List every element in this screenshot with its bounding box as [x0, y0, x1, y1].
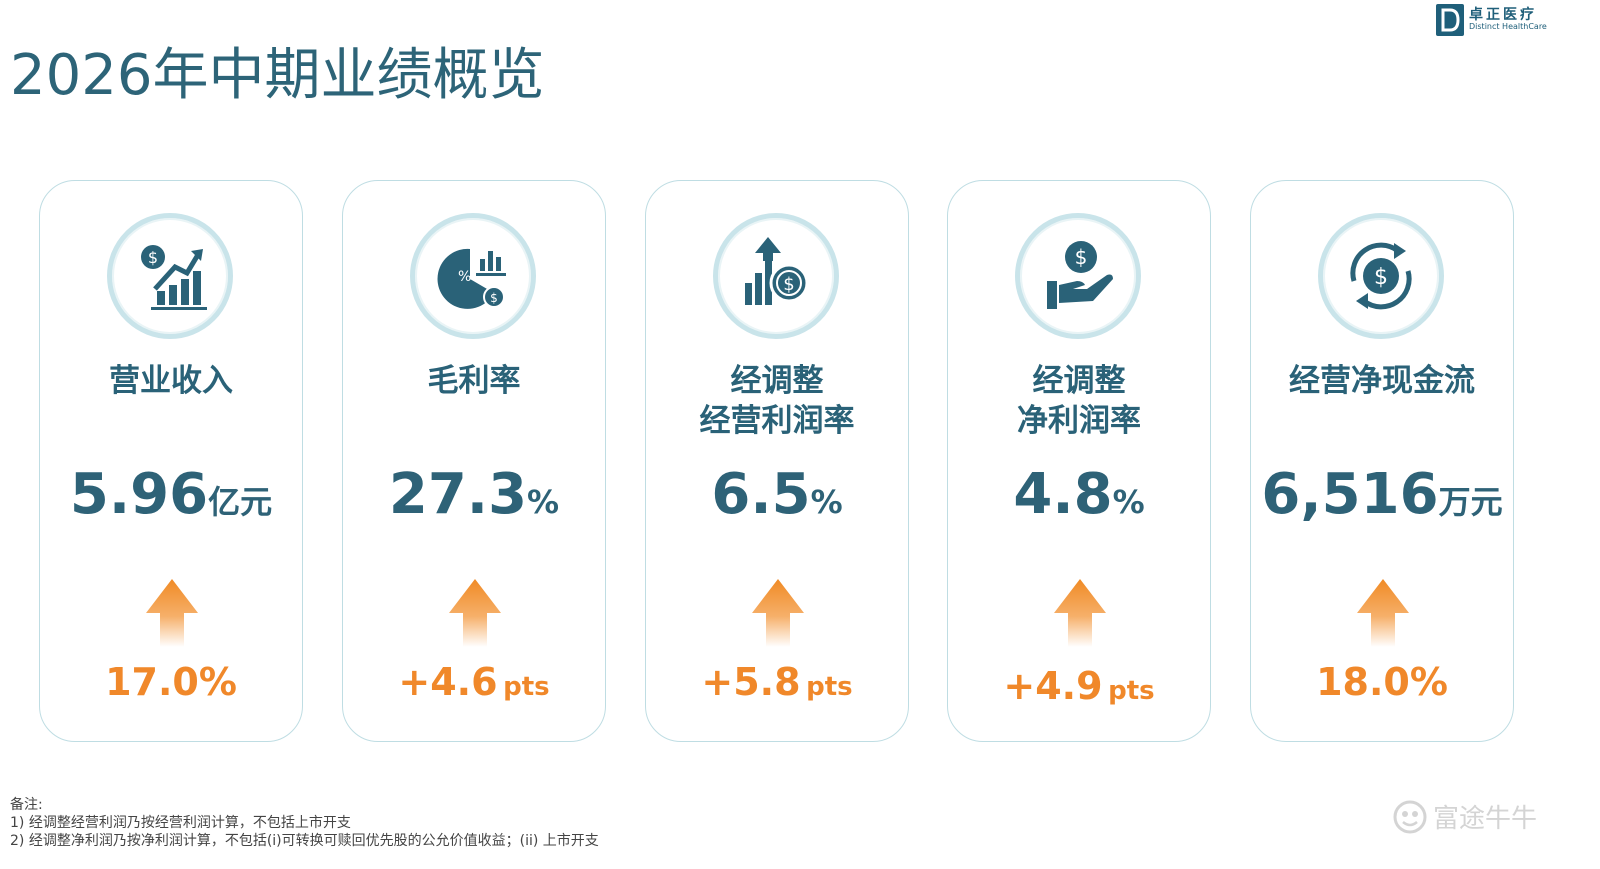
metric-value-number: 6,516 — [1261, 462, 1439, 527]
metric-label: 经调整 经营利润率 — [699, 363, 855, 439]
revenue-growth-icon: $ — [107, 213, 233, 339]
footnotes: 备注: 1) 经调整经营利润乃按经营利润计算，不包括上市开支 2) 经调整净利润… — [10, 796, 599, 850]
up-arrow-icon — [752, 579, 804, 647]
metric-change-number: +5.8 — [701, 660, 801, 704]
pie-chart-icon: % $ — [410, 213, 536, 339]
metric-change-number: 17.0% — [105, 660, 237, 704]
metric-value-adj-net-margin: 4.8% — [947, 462, 1211, 527]
footnote-line: 2) 经调整净利润乃按净利润计算，不包括(i)可转换可赎回优先股的公允价值收益；… — [10, 833, 599, 849]
watermark: 富途牛牛 — [1393, 798, 1537, 835]
metric-card-adj-net-margin: $ 经调整 净利润率 — [947, 180, 1211, 742]
svg-text:$: $ — [1374, 265, 1388, 290]
metric-label: 营业收入 — [109, 363, 233, 399]
profit-bars-icon: $ — [713, 213, 839, 339]
metric-value-unit: % — [1112, 483, 1145, 521]
metric-change-number: +4.9 — [1003, 664, 1103, 708]
metric-change-gross-margin: +4.6 pts — [342, 660, 606, 704]
page-title: 2026年中期业绩概览 — [10, 43, 545, 108]
metric-value-number: 6.5 — [711, 462, 811, 527]
metric-value-unit: % — [527, 483, 560, 521]
metric-change-adj-operating-margin: +5.8 pts — [645, 660, 909, 704]
up-arrow-icon — [146, 579, 198, 647]
footnotes-heading: 备注: — [10, 797, 43, 813]
metric-value-number: 5.96 — [69, 462, 209, 527]
metric-card-gross-margin: % $ 毛利率 — [342, 180, 606, 742]
svg-text:$: $ — [490, 291, 498, 305]
metric-card-revenue: $ 营业收入 — [39, 180, 303, 742]
metric-label: 经营净现金流 — [1289, 363, 1475, 399]
svg-text:$: $ — [1075, 245, 1088, 269]
up-arrow-icon — [449, 579, 501, 647]
metric-change-unit: pts — [806, 672, 853, 702]
metric-change-revenue: 17.0% — [39, 660, 303, 704]
svg-text:%: % — [458, 269, 471, 285]
metric-value-adj-operating-margin: 6.5% — [645, 462, 909, 527]
metric-card-operating-cash-flow: $ 经营净现金流 — [1250, 180, 1514, 742]
metric-change-adj-net-margin: +4.9 pts — [947, 664, 1211, 708]
metric-change-operating-cash-flow: 18.0% — [1250, 660, 1514, 704]
logo-mark-icon — [1436, 4, 1464, 36]
logo-name-cn: 卓正医疗 — [1469, 7, 1537, 24]
company-logo: 卓正医疗 Distinct HealthCare — [1436, 4, 1547, 36]
up-arrow-icon — [1357, 579, 1409, 647]
metric-value-unit: 万元 — [1438, 483, 1503, 521]
metric-change-number: +4.6 — [398, 660, 498, 704]
metric-value-unit: 亿元 — [208, 483, 273, 521]
metric-value-gross-margin: 27.3% — [342, 462, 606, 527]
svg-text:$: $ — [148, 248, 158, 267]
metric-value-number: 27.3 — [388, 462, 528, 527]
hand-coin-icon: $ — [1015, 213, 1141, 339]
metric-card-adj-operating-margin: $ 经调整 经营利润率 — [645, 180, 909, 742]
metric-value-operating-cash-flow: 6,516万元 — [1250, 462, 1514, 527]
metric-label: 经调整 净利润率 — [1017, 363, 1141, 439]
cash-cycle-icon: $ — [1318, 213, 1444, 339]
metric-change-unit: pts — [1108, 676, 1155, 706]
metric-value-number: 4.8 — [1013, 462, 1113, 527]
metric-change-number: 18.0% — [1316, 660, 1448, 704]
metric-value-revenue: 5.96亿元 — [39, 462, 303, 527]
footnote-line: 1) 经调整经营利润乃按经营利润计算，不包括上市开支 — [10, 815, 351, 831]
watermark-text: 富途牛牛 — [1433, 804, 1538, 834]
watermark-logo-icon — [1393, 800, 1427, 833]
up-arrow-icon — [1054, 579, 1106, 647]
metric-value-unit: % — [810, 483, 843, 521]
metric-change-unit: pts — [503, 672, 550, 702]
svg-text:$: $ — [783, 274, 794, 295]
logo-name-en: Distinct HealthCare — [1469, 22, 1547, 32]
metric-label: 毛利率 — [427, 363, 521, 399]
